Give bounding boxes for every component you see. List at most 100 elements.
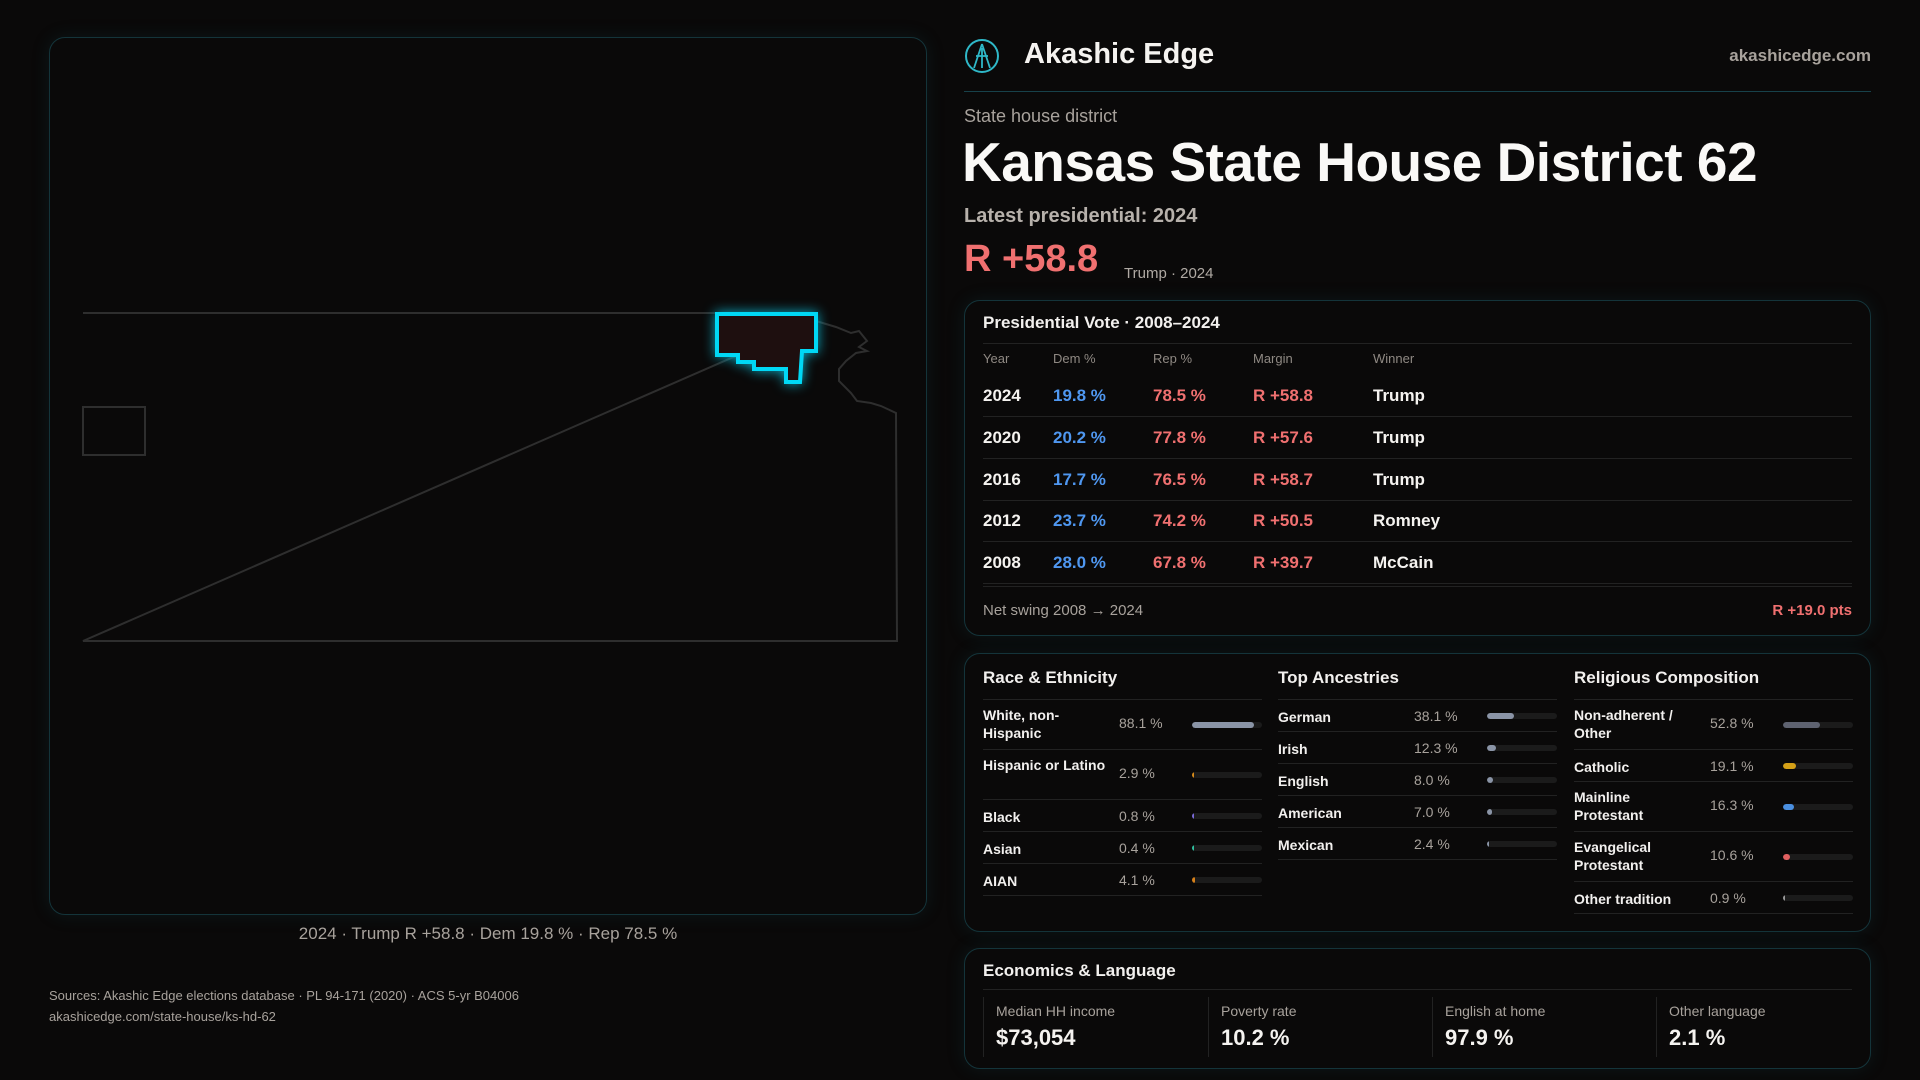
share-bar-fill	[1783, 804, 1795, 810]
dem-pct-cell: 28.0 %	[1053, 553, 1106, 572]
card-title: Economics & Language	[983, 961, 1176, 980]
dem-pct-cell: 23.7 %	[1053, 511, 1106, 530]
row-value: 88.1 %	[1119, 715, 1163, 731]
brand-url-link[interactable]: akashicedge.com	[1729, 46, 1871, 65]
share-bar	[1487, 777, 1557, 783]
share-bar-fill	[1783, 763, 1797, 769]
econ-stat: Median HH income $73,054	[983, 997, 1198, 1057]
col-header-year: Year	[983, 351, 1010, 366]
winner-cell: Trump	[1373, 470, 1425, 489]
latest-margin: R +58.8	[964, 238, 1099, 280]
row-value: 7.0 %	[1414, 804, 1450, 820]
divider	[983, 989, 1852, 990]
row-label: Hispanic or Latino	[983, 757, 1106, 773]
demographic-column: Religious Composition Non-adherent / Othe…	[1574, 654, 1853, 931]
col-header-dem: Dem %	[1053, 351, 1096, 366]
dem-pct-cell: 17.7 %	[1053, 470, 1106, 489]
row-value: 38.1 %	[1414, 708, 1458, 724]
rep-pct-cell: 77.8 %	[1153, 428, 1206, 447]
share-bar	[1783, 895, 1853, 901]
rep-pct-cell: 78.5 %	[1153, 386, 1206, 405]
share-bar	[1783, 804, 1853, 810]
page-url-link[interactable]: akashicedge.com/state-house/ks-hd-62	[49, 1009, 276, 1024]
latest-margin-sub: Trump · 2024	[1124, 265, 1214, 282]
share-bar-fill	[1487, 745, 1496, 751]
presidential-vote-card: Presidential Vote · 2008–2024 Year Dem %…	[964, 300, 1871, 636]
stat-value: 10.2 %	[1221, 1025, 1290, 1050]
demographic-row: Hispanic or Latino 2.9 %	[983, 750, 1262, 800]
row-value: 10.6 %	[1710, 847, 1754, 863]
share-bar	[1487, 809, 1557, 815]
row-label: Black	[983, 809, 1021, 825]
column-title: Race & Ethnicity	[983, 668, 1118, 687]
map-caption: 2024 · Trump R +58.8 · Dem 19.8 % · Rep …	[298, 924, 678, 943]
share-bar-fill	[1192, 772, 1195, 778]
table-row: 2024 19.8 % 78.5 % R +58.8 Trump	[983, 375, 1852, 417]
row-label: Catholic	[1574, 759, 1630, 775]
card-title: Presidential Vote · 2008–2024	[983, 313, 1220, 332]
demographic-row: Black 0.8 %	[983, 800, 1262, 832]
row-label: Asian	[983, 841, 1022, 857]
row-label: Other tradition	[1574, 891, 1672, 907]
district-type-label: State house district	[964, 106, 1118, 126]
demographic-column: Top Ancestries German 38.1 % Irish 12.3 % Eng…	[1278, 654, 1557, 931]
row-value: 19.1 %	[1710, 758, 1754, 774]
year-cell: 2012	[983, 511, 1021, 530]
sources-text: Sources: Akashic Edge elections database…	[49, 988, 519, 1003]
year-cell: 2016	[983, 470, 1021, 489]
header-divider	[964, 91, 1871, 92]
share-bar	[1192, 813, 1262, 819]
table-row: 2016 17.7 % 76.5 % R +58.7 Trump	[983, 459, 1852, 501]
share-bar-fill	[1783, 854, 1791, 860]
share-bar-fill	[1487, 713, 1514, 719]
margin-cell: R +58.8	[1253, 386, 1314, 405]
demographic-row: Catholic 19.1 %	[1574, 750, 1853, 782]
row-label: Non-adherent / Other	[1574, 707, 1673, 741]
row-value: 0.4 %	[1119, 840, 1155, 856]
row-value: 2.4 %	[1414, 836, 1450, 852]
winner-cell: Trump	[1373, 386, 1425, 405]
share-bar-fill	[1192, 845, 1194, 851]
share-bar	[1783, 722, 1853, 728]
share-bar-fill	[1487, 841, 1489, 847]
net-swing-value: R +19.0 pts	[1772, 602, 1852, 619]
district-map[interactable]	[49, 37, 927, 915]
table-row: 2008 28.0 % 67.8 % R +39.7 McCain	[983, 542, 1852, 584]
table-row: 2012 23.7 % 74.2 % R +50.5 Romney	[983, 500, 1852, 542]
demographic-row: English 8.0 %	[1278, 764, 1557, 796]
demographic-row: AIAN 4.1 %	[983, 864, 1262, 896]
divider	[1278, 699, 1557, 700]
stat-label: Poverty rate	[1221, 1003, 1297, 1019]
divider	[1574, 699, 1853, 700]
row-label: Mainline Protestant	[1574, 789, 1644, 823]
col-header-rep: Rep %	[1153, 351, 1193, 366]
demographic-row: Other tradition 0.9 %	[1574, 882, 1853, 914]
margin-cell: R +50.5	[1253, 511, 1314, 530]
divider	[983, 343, 1852, 344]
demographic-row: Asian 0.4 %	[983, 832, 1262, 864]
dem-pct-cell: 19.8 %	[1053, 386, 1106, 405]
demographic-row: Irish 12.3 %	[1278, 732, 1557, 764]
share-bar	[1783, 763, 1853, 769]
row-value: 8.0 %	[1414, 772, 1450, 788]
row-label: AIAN	[983, 873, 1018, 889]
demographic-column: Race & Ethnicity White, non-Hispanic 88.1 …	[983, 654, 1262, 931]
share-bar-fill	[1783, 895, 1785, 901]
demographic-row: White, non-Hispanic 88.1 %	[983, 700, 1262, 750]
share-bar-fill	[1192, 877, 1195, 883]
share-bar	[1487, 745, 1557, 751]
latest-presidential-label: Latest presidential: 2024	[964, 205, 1198, 227]
row-value: 0.8 %	[1119, 808, 1155, 824]
winner-cell: McCain	[1373, 553, 1434, 572]
divider	[983, 586, 1852, 587]
share-bar-fill	[1487, 777, 1493, 783]
demographics-card: Race & Ethnicity White, non-Hispanic 88.1 …	[964, 653, 1871, 932]
share-bar-fill	[1783, 722, 1820, 728]
rep-pct-cell: 67.8 %	[1153, 553, 1206, 572]
econ-stat: English at home 97.9 %	[1432, 997, 1647, 1057]
row-value: 12.3 %	[1414, 740, 1458, 756]
share-bar	[1487, 713, 1557, 719]
column-title: Religious Composition	[1574, 668, 1760, 687]
demographic-row: Mainline Protestant 16.3 %	[1574, 782, 1853, 832]
rep-pct-cell: 74.2 %	[1153, 511, 1206, 530]
